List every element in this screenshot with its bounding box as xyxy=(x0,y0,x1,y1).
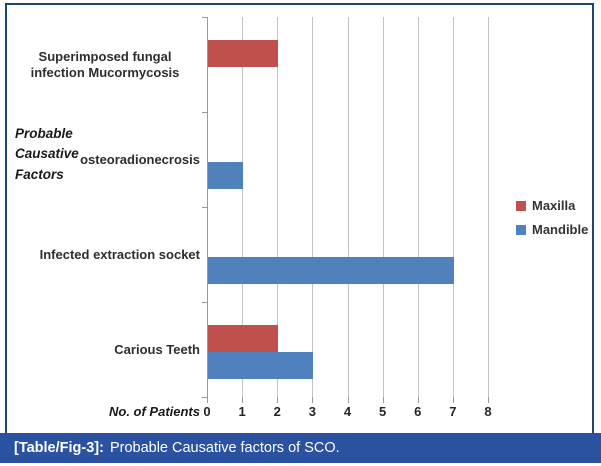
category-label: osteoradionecrosis xyxy=(10,112,200,207)
bar-chart: Probable Causative Factors Superimposed … xyxy=(10,17,588,419)
category-label-text: Carious Teeth xyxy=(114,341,200,357)
x-tick-label: 4 xyxy=(343,404,352,419)
x-axis-tick xyxy=(382,397,384,403)
bar-mandible-2 xyxy=(208,257,454,284)
gridline xyxy=(417,17,419,397)
legend-label: Mandible xyxy=(532,222,589,237)
category-axis-tick xyxy=(202,112,208,113)
x-axis-tick xyxy=(242,397,244,403)
gridline xyxy=(347,17,349,397)
legend-item-maxilla: Maxilla xyxy=(516,198,588,213)
x-tick-label: 2 xyxy=(273,404,281,419)
category-label-text: osteoradionecrosis xyxy=(80,151,200,167)
bar-mandible-3 xyxy=(208,352,314,379)
gridline xyxy=(488,17,489,397)
legend-swatch-maxilla xyxy=(516,200,526,211)
x-axis-tick xyxy=(207,397,208,403)
bar-maxilla-3 xyxy=(208,325,279,352)
gridline xyxy=(312,17,314,397)
x-axis-tick xyxy=(488,397,489,403)
legend-label: Maxilla xyxy=(532,198,576,213)
bar-maxilla-0 xyxy=(208,40,279,67)
legend: Maxilla Mandible xyxy=(516,198,588,246)
x-tick-label: 5 xyxy=(379,404,387,419)
caption-text: Probable Causative factors of SCO. xyxy=(109,440,340,456)
x-axis-tick xyxy=(277,397,279,403)
x-tick-label: 6 xyxy=(414,404,422,419)
category-label: Infected extraction socket xyxy=(10,207,200,302)
x-axis-tick xyxy=(417,397,419,403)
gridline xyxy=(242,17,244,397)
x-tick-label: 7 xyxy=(449,404,457,419)
legend-item-mandible: Mandible xyxy=(516,222,588,237)
x-tick-label: 0 xyxy=(203,404,211,419)
category-label-text: Superimposed fungal infection Mucormycos… xyxy=(30,48,180,80)
gridline xyxy=(382,17,384,397)
x-axis-title: No. of Patients xyxy=(108,404,200,419)
category-label: Superimposed fungal infection Mucormycos… xyxy=(10,17,200,112)
category-axis-tick xyxy=(202,397,208,398)
bar-mandible-1 xyxy=(208,162,244,189)
caption-label: [Table/Fig-3]: xyxy=(14,440,104,456)
category-axis-tick xyxy=(202,17,208,18)
x-axis-tick xyxy=(452,397,454,403)
x-tick-label: 3 xyxy=(308,404,316,419)
gridline xyxy=(452,17,454,397)
caption-bar: [Table/Fig-3]: Probable Causative factor… xyxy=(0,433,601,463)
category-axis-tick xyxy=(202,302,208,303)
category-label-text: Infected extraction socket xyxy=(39,246,200,262)
x-tick-label: 1 xyxy=(238,404,246,419)
category-axis-tick xyxy=(202,207,208,208)
category-label: Carious Teeth xyxy=(10,302,200,397)
x-axis-tick xyxy=(347,397,349,403)
y-axis-title: Probable Causative Factors xyxy=(15,126,79,182)
plot-area xyxy=(202,17,489,403)
gridline xyxy=(277,17,279,397)
x-tick-label: 8 xyxy=(484,404,492,419)
x-axis-tick xyxy=(312,397,314,403)
legend-swatch-mandible xyxy=(516,224,526,235)
